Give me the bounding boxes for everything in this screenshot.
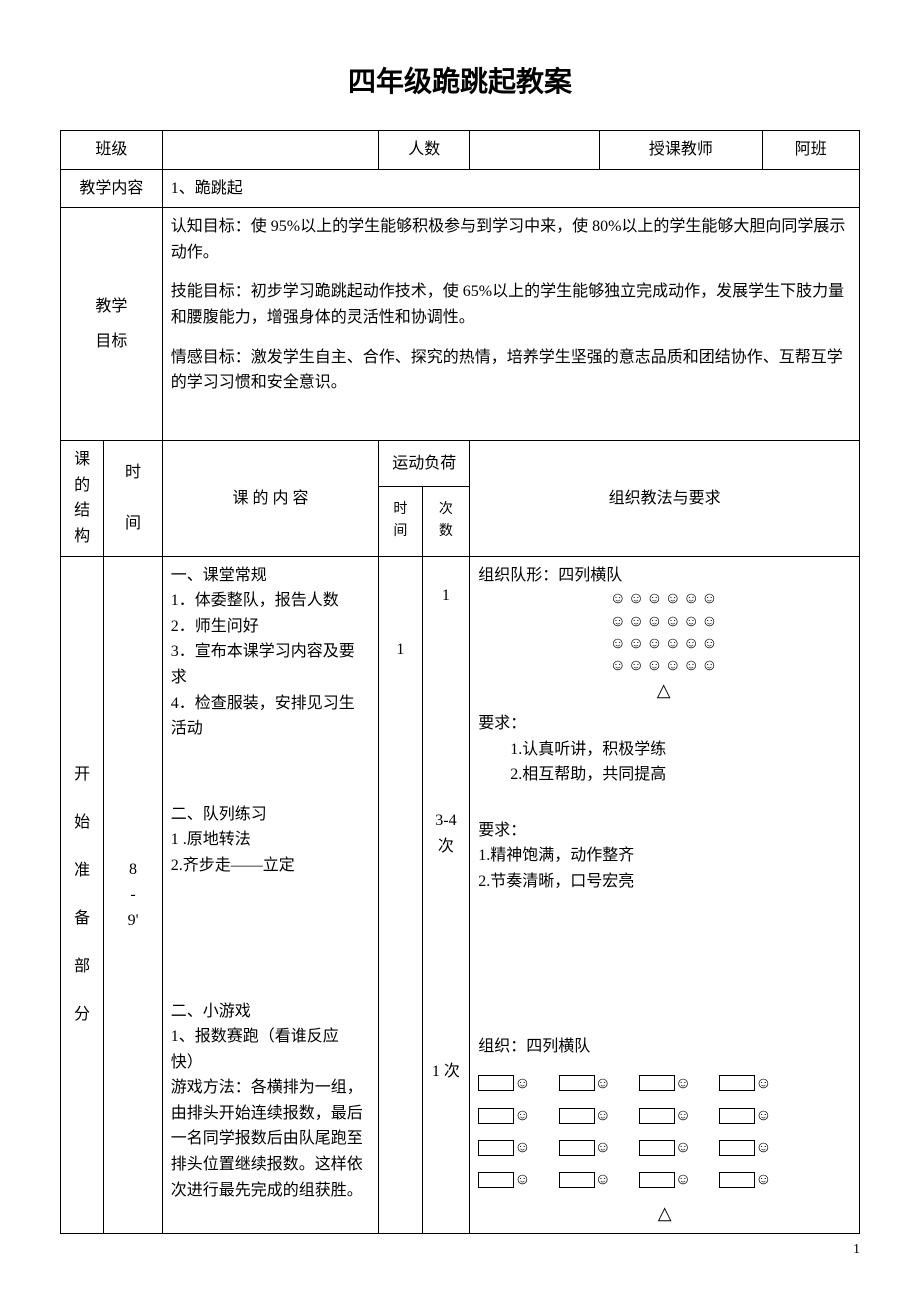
content-block-1: 一、课堂常规 1．体委整队，报告人数 2．师生问好 3．宣布本课学习内容及要求 … (171, 563, 371, 742)
game-formation-diagram: ☺☺☺☺ ☺☺☺☺ ☺☺☺☺ ☺☺☺☺ △ (478, 1070, 851, 1227)
section-load-count: 1 3-4 次 1 次 (422, 556, 470, 1234)
content-block-3: 二、小游戏 1、报数赛跑（看谁反应快） 游戏方法：各横排为一组，由排头开始连续报… (171, 999, 371, 1204)
method-block-2: 要求： 1.精神饱满，动作整齐 2.节奏清晰，口号宏亮 (478, 818, 851, 895)
count-value (470, 131, 600, 170)
section-structure: 开始准备部分 (61, 556, 104, 1234)
teacher-value: 阿班 (762, 131, 859, 170)
goal-cognitive: 认知目标：使 95%以上的学生能够积极参与到学习中来，使 80%以上的学生能够大… (171, 214, 851, 265)
teacher-label: 授课教师 (600, 131, 762, 170)
page-title: 四年级跪跳起教案 (60, 60, 860, 100)
content-value: 1、跪跳起 (162, 169, 859, 208)
triangle-icon: △ (478, 678, 851, 703)
content-block-2: 二、队列练习 1 .原地转法 2.齐步走——立定 (171, 802, 371, 879)
method-block-1: 组织队形：四列横队 ☺☺☺☺☺☺ ☺☺☺☺☺☺ ☺☺☺☺☺☺ ☺☺☺☺☺☺ △ … (478, 563, 851, 788)
class-value (162, 131, 379, 170)
method-label: 组织教法与要求 (470, 441, 860, 556)
goals-label: 教学 目标 (61, 208, 163, 441)
content-row: 教学内容 1、跪跳起 (61, 169, 860, 208)
goal-emotion: 情感目标：激发学生自主、合作、探究的热情，培养学生坚强的意志品质和团结协作、互帮… (171, 345, 851, 396)
course-content-label: 课 的 内 容 (162, 441, 379, 556)
goals-row: 教学 目标 认知目标：使 95%以上的学生能够积极参与到学习中来，使 80%以上… (61, 208, 860, 441)
formation-diagram: ☺☺☺☺☺☺ ☺☺☺☺☺☺ ☺☺☺☺☺☺ ☺☺☺☺☺☺ △ (478, 588, 851, 703)
load-count-label: 次数 (422, 487, 470, 556)
count-label: 人数 (379, 131, 470, 170)
content-label: 教学内容 (61, 169, 163, 208)
subheader-row-1: 课的结构 时间 课 的 内 容 运动负荷 组织教法与要求 (61, 441, 860, 487)
section-load-time: 1 (379, 556, 422, 1234)
class-label: 班级 (61, 131, 163, 170)
section-time: 8-9' (104, 556, 162, 1234)
header-row: 班级 人数 授课教师 阿班 (61, 131, 860, 170)
load-label: 运动负荷 (379, 441, 470, 487)
section-content: 一、课堂常规 1．体委整队，报告人数 2．师生问好 3．宣布本课学习内容及要求 … (162, 556, 379, 1234)
load-time-label: 时间 (379, 487, 422, 556)
goals-content: 认知目标：使 95%以上的学生能够积极参与到学习中来，使 80%以上的学生能够大… (162, 208, 859, 441)
method-block-3: 组织：四列横队 ☺☺☺☺ ☺☺☺☺ ☺☺☺☺ ☺☺☺☺ △ (478, 1034, 851, 1227)
goal-skill: 技能目标：初步学习跪跳起动作技术，使 65%以上的学生能够独立完成动作，发展学生… (171, 279, 851, 330)
lesson-plan-table: 班级 人数 授课教师 阿班 教学内容 1、跪跳起 教学 目标 认知目标：使 95… (60, 130, 860, 1234)
section-method: 组织队形：四列横队 ☺☺☺☺☺☺ ☺☺☺☺☺☺ ☺☺☺☺☺☺ ☺☺☺☺☺☺ △ … (470, 556, 860, 1234)
structure-label: 课的结构 (61, 441, 104, 556)
triangle-icon: △ (478, 1199, 851, 1228)
page-number: 1 (60, 1242, 860, 1258)
time-label: 时间 (104, 441, 162, 556)
section-row: 开始准备部分 8-9' 一、课堂常规 1．体委整队，报告人数 2．师生问好 3．… (61, 556, 860, 1234)
